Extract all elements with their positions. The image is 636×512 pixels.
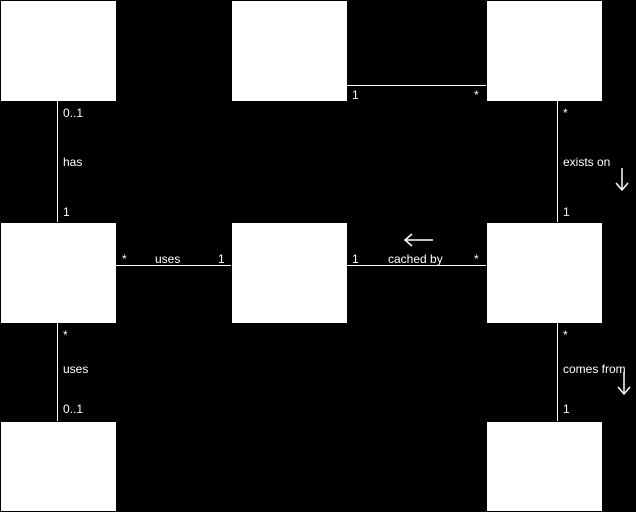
multiplicity: * [63, 328, 68, 342]
multiplicity: 1 [352, 88, 359, 102]
association-label: has [63, 155, 82, 169]
multiplicity: * [563, 106, 568, 120]
association-label: uses [155, 252, 180, 266]
multiplicity: 1 [218, 252, 225, 266]
association-line [557, 100, 558, 222]
multiplicity: 1 [352, 252, 359, 266]
multiplicity: 0..1 [63, 106, 83, 120]
multiplicity: 0..1 [63, 402, 83, 416]
association-label: uses [63, 362, 88, 376]
multiplicity: 1 [563, 205, 570, 219]
multiplicity: * [122, 252, 127, 266]
arrow-down-icon [614, 372, 634, 400]
class-box [231, 222, 348, 324]
association-label: exists on [563, 155, 610, 169]
multiplicity: * [474, 252, 479, 266]
arrow-left-icon [401, 232, 435, 248]
class-box [486, 0, 603, 102]
association-line [346, 85, 486, 86]
class-box [486, 222, 603, 324]
association-line [557, 322, 558, 421]
association-line [57, 100, 58, 222]
association-label: cached by [388, 252, 443, 266]
arrow-down-icon [612, 168, 632, 196]
class-box [0, 421, 117, 512]
multiplicity: 1 [63, 205, 70, 219]
class-box [0, 222, 117, 324]
class-box [486, 421, 603, 512]
multiplicity: 1 [563, 402, 570, 416]
multiplicity: * [563, 328, 568, 342]
association-line [57, 322, 58, 421]
class-box [231, 0, 348, 102]
class-box [0, 0, 117, 102]
multiplicity: * [474, 88, 479, 102]
